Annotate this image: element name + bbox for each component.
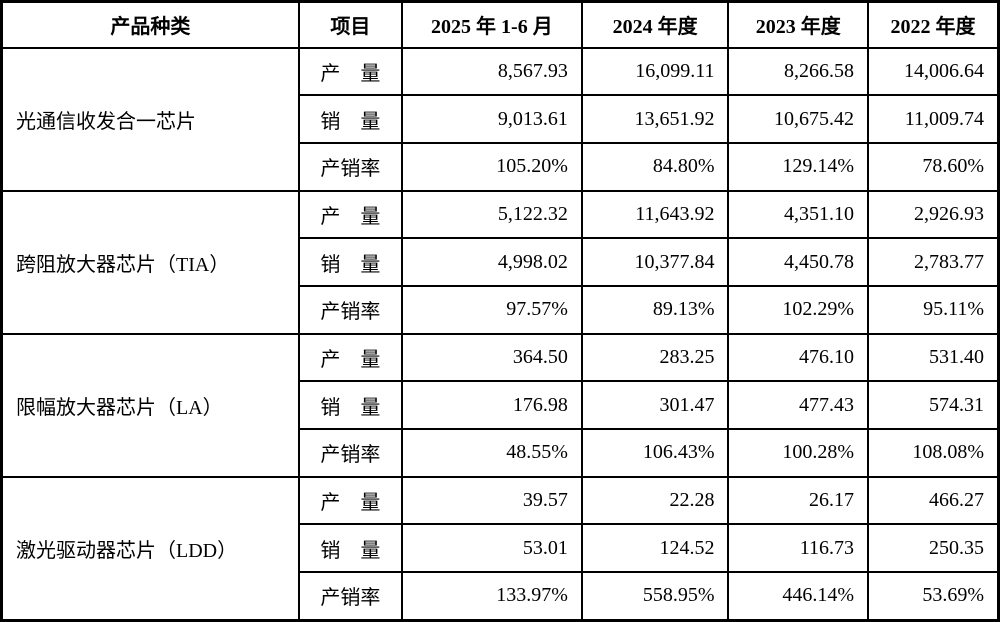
row-label-ratio: 产销率 <box>297 284 403 335</box>
row-label-text: 产销率 <box>320 587 381 610</box>
row-label-sales: 销量 <box>297 380 403 430</box>
row-label-text: 产量 <box>320 205 381 228</box>
row-label-ratio: 产销率 <box>297 570 403 622</box>
value-cell: 9,013.61 <box>400 94 583 144</box>
row-label-text: 产量 <box>320 348 381 371</box>
value-cell: 53.69% <box>867 570 1000 622</box>
table-row: 产销率 97.57% 89.13% 102.29% 95.11% <box>2 284 1000 335</box>
value-cell: 531.40 <box>867 332 1000 383</box>
value-cell: 14,006.64 <box>867 46 1000 97</box>
value-cell: 89.13% <box>580 284 730 335</box>
value-cell: 11,643.92 <box>580 189 730 240</box>
value-cell: 116.73 <box>727 523 870 573</box>
column-header-2024: 2024 年度 <box>580 0 730 49</box>
product-category-la-chip: 限幅放大器芯片（LA） <box>0 332 300 478</box>
product-category-optical-transceiver-chip: 光通信收发合一芯片 <box>0 46 300 192</box>
value-cell: 8,266.58 <box>727 46 870 97</box>
value-cell: 476.10 <box>727 332 870 383</box>
value-cell: 466.27 <box>867 475 1000 526</box>
value-cell: 133.97% <box>400 570 583 622</box>
table-row: 产销率 133.97% 558.95% 446.14% 53.69% <box>2 570 1000 622</box>
row-label-text: 销量 <box>320 539 381 562</box>
product-category-ldd-chip: 激光驱动器芯片（LDD） <box>0 475 300 622</box>
value-cell: 10,675.42 <box>727 94 870 144</box>
value-cell: 102.29% <box>727 284 870 335</box>
value-cell: 364.50 <box>400 332 583 383</box>
value-cell: 477.43 <box>727 380 870 430</box>
value-cell: 176.98 <box>400 380 583 430</box>
row-label-ratio: 产销率 <box>297 427 403 478</box>
value-cell: 5,122.32 <box>400 189 583 240</box>
value-cell: 78.60% <box>867 141 1000 192</box>
table-row: 产销率 105.20% 84.80% 129.14% 78.60% <box>2 141 1000 192</box>
row-label-text: 销量 <box>320 396 381 419</box>
value-cell: 22.28 <box>580 475 730 526</box>
row-label-text: 产量 <box>320 62 381 85</box>
row-label-production: 产量 <box>297 46 403 97</box>
value-cell: 283.25 <box>580 332 730 383</box>
row-label-text: 销量 <box>320 110 381 133</box>
value-cell: 53.01 <box>400 523 583 573</box>
table-row: 销量 176.98 301.47 477.43 574.31 <box>2 380 1000 430</box>
value-cell: 106.43% <box>580 427 730 478</box>
value-cell: 574.31 <box>867 380 1000 430</box>
value-cell: 2,926.93 <box>867 189 1000 240</box>
value-cell: 4,351.10 <box>727 189 870 240</box>
value-cell: 4,998.02 <box>400 237 583 287</box>
value-cell: 250.35 <box>867 523 1000 573</box>
table-row: 光通信收发合一芯片 产量 8,567.93 16,099.11 8,266.58… <box>0 46 1000 192</box>
table-row: 销量 9,013.61 13,651.92 10,675.42 11,009.7… <box>2 94 1000 144</box>
table-row: 激光驱动器芯片（LDD） 产量 39.57 22.28 26.17 466.27 <box>0 475 1000 622</box>
value-cell: 129.14% <box>727 141 870 192</box>
row-label-production: 产量 <box>297 332 403 383</box>
value-cell: 558.95% <box>580 570 730 622</box>
product-category-tia-chip: 跨阻放大器芯片（TIA） <box>0 189 300 335</box>
value-cell: 48.55% <box>400 427 583 478</box>
value-cell: 16,099.11 <box>580 46 730 97</box>
value-cell: 100.28% <box>727 427 870 478</box>
value-cell: 39.57 <box>400 475 583 526</box>
header-row: 产品种类 项目 2025 年 1-6 月 2024 年度 2023 年度 202… <box>0 0 1000 49</box>
row-label-production: 产量 <box>297 475 403 526</box>
row-label-text: 产销率 <box>320 301 381 324</box>
row-label-production: 产量 <box>297 189 403 240</box>
value-cell: 13,651.92 <box>580 94 730 144</box>
value-cell: 301.47 <box>580 380 730 430</box>
table-row: 销量 4,998.02 10,377.84 4,450.78 2,783.77 <box>2 237 1000 287</box>
value-cell: 8,567.93 <box>400 46 583 97</box>
value-cell: 84.80% <box>580 141 730 192</box>
column-header-2023: 2023 年度 <box>727 0 870 49</box>
value-cell: 95.11% <box>867 284 1000 335</box>
value-cell: 4,450.78 <box>727 237 870 287</box>
value-cell: 11,009.74 <box>867 94 1000 144</box>
table-row: 销量 53.01 124.52 116.73 250.35 <box>2 523 1000 573</box>
value-cell: 97.57% <box>400 284 583 335</box>
value-cell: 124.52 <box>580 523 730 573</box>
column-header-item: 项目 <box>297 0 403 49</box>
row-label-ratio: 产销率 <box>297 141 403 192</box>
value-cell: 105.20% <box>400 141 583 192</box>
row-label-text: 销量 <box>320 253 381 276</box>
value-cell: 2,783.77 <box>867 237 1000 287</box>
table-row: 产销率 48.55% 106.43% 100.28% 108.08% <box>2 427 1000 478</box>
table-row: 限幅放大器芯片（LA） 产量 364.50 283.25 476.10 531.… <box>0 332 1000 478</box>
row-label-sales: 销量 <box>297 523 403 573</box>
table-row: 跨阻放大器芯片（TIA） 产量 5,122.32 11,643.92 4,351… <box>0 189 1000 335</box>
value-cell: 108.08% <box>867 427 1000 478</box>
row-label-text: 产销率 <box>320 444 381 467</box>
column-header-2022: 2022 年度 <box>867 0 1000 49</box>
value-cell: 10,377.84 <box>580 237 730 287</box>
column-header-product-category: 产品种类 <box>0 0 300 49</box>
row-label-sales: 销量 <box>297 94 403 144</box>
row-label-text: 产销率 <box>320 158 381 181</box>
value-cell: 26.17 <box>727 475 870 526</box>
row-label-text: 产量 <box>320 491 381 514</box>
row-label-sales: 销量 <box>297 237 403 287</box>
column-header-2025h1: 2025 年 1-6 月 <box>400 0 583 49</box>
value-cell: 446.14% <box>727 570 870 622</box>
